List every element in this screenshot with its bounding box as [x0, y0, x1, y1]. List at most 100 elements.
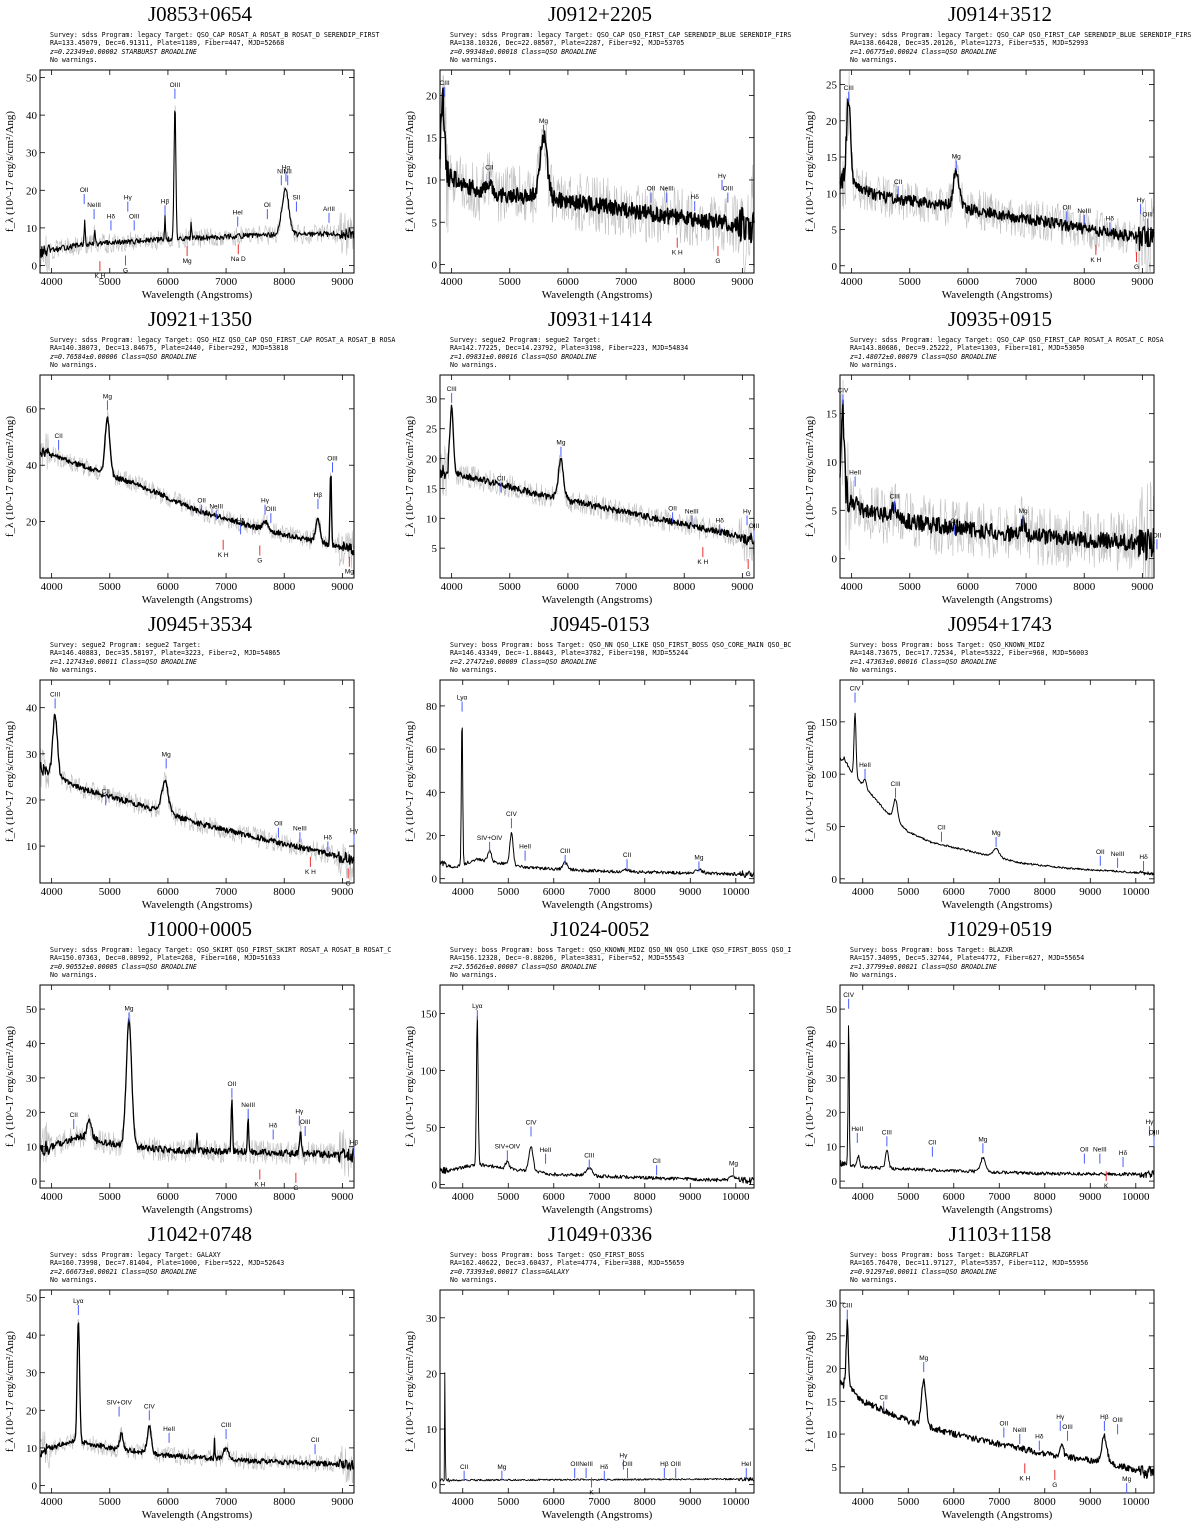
emission-line-marker: OII	[197, 498, 206, 515]
spectrum-panel: J0945+3534 Survey: segue2 Program: segue2…	[0, 610, 400, 915]
line-label: Hγ	[1056, 1414, 1065, 1421]
emission-line-marker: CII	[894, 179, 902, 196]
plot-frame	[39, 1289, 355, 1494]
spectrum-plot: 4000 5000 6000 7000 8000 9000 0 5 10 15 20 25 Wavele…	[804, 69, 1155, 301]
spectrum-panel: J0945-0153 Survey: boss Program: boss Tar…	[400, 610, 800, 915]
x-tick-label: 4000	[452, 1191, 475, 1203]
emission-line-marker: Hβ	[161, 198, 169, 216]
y-tick-label: 30	[426, 1313, 438, 1325]
x-tick-label: 10000	[722, 1191, 750, 1203]
emission-line-marker: Hδ	[107, 213, 115, 231]
x-axis-label: Wavelength (Angstroms)	[942, 594, 1053, 606]
absorption-line-marker: G	[715, 246, 720, 265]
spectrum-metadata: Survey: sdss Program: legacy Target: QSO…	[50, 946, 400, 979]
error-envelope	[839, 379, 1155, 578]
x-tick-label: 8000	[1034, 1191, 1057, 1203]
error-envelope	[39, 105, 355, 273]
emission-line-marker: Mg	[124, 1006, 134, 1023]
spectrum-panel: J0853+0654 Survey: sdss Program: legacy T…	[0, 0, 400, 305]
line-label: OIII	[266, 506, 277, 513]
spectrum-plot: 4000 5000 6000 7000 8000 9000 10000 0 10 20 30 Wave…	[404, 1289, 755, 1521]
x-tick-label: 7000	[988, 1191, 1011, 1203]
emission-line-marker: Mg	[694, 854, 704, 872]
line-label: G	[715, 258, 720, 265]
emission-line-marker: NeIII	[241, 1102, 255, 1119]
metadata-line: RA=162.40622, Dec=3.60437, Plate=4774, F…	[450, 1259, 685, 1268]
y-axis-label: f_λ (10^-17 erg/s/cm²/Ang)	[4, 1331, 16, 1452]
emission-line-marker: HeI	[233, 210, 243, 227]
absorption-line-marker: K H	[672, 237, 683, 257]
line-label: CIII	[440, 80, 450, 87]
emission-line-marker: Hγ	[124, 195, 133, 212]
metadata-line: No warnings.	[850, 360, 898, 369]
x-tick-label: 9000	[1079, 886, 1102, 898]
plot-frame	[39, 679, 355, 884]
metadata-line: RA=140.38073, Dec=13.84675, Plate=2440, …	[50, 344, 289, 353]
y-tick-label: 100	[821, 769, 838, 781]
line-label: G	[1134, 264, 1139, 271]
spectrum-metadata: Survey: boss Program: boss Target: QSO_K…	[450, 946, 800, 979]
x-tick-label: 6000	[543, 1191, 566, 1203]
metadata-line: z=1.12743±0.00011 Class=QSO BROADLINE	[50, 657, 197, 666]
spectrum-panel: J1103+1158 Survey: boss Program: boss Tar…	[800, 1220, 1200, 1525]
y-tick-label: 10	[26, 841, 38, 853]
y-tick-label: 20	[26, 1405, 38, 1417]
emission-line-marker: CII	[652, 1158, 661, 1176]
y-tick-label: 40	[26, 703, 38, 715]
x-axis-label: Wavelength (Angstroms)	[142, 899, 253, 911]
line-label: Hδ	[1139, 854, 1148, 861]
emission-line-marker: HeII	[519, 844, 531, 861]
y-tick-label: 0	[832, 1176, 838, 1188]
emission-line-marker: HeII	[163, 1426, 175, 1443]
line-label: NeIII	[1013, 1427, 1027, 1434]
line-label: NeIII	[241, 1102, 255, 1109]
absorption-line-marker: Mg	[345, 556, 354, 576]
emission-line-marker: CIII	[447, 386, 457, 403]
emission-line-marker: CII	[937, 825, 946, 842]
emission-line-marker: HeII	[851, 1126, 863, 1143]
metadata-line: z=1.47363±0.00016 Class=QSO BROADLINE	[850, 657, 997, 666]
x-tick-label: 7000	[215, 1191, 238, 1203]
line-label: HeII	[851, 1126, 863, 1133]
line-label: CIII	[890, 494, 900, 501]
metadata-line: No warnings.	[850, 665, 898, 674]
spectrum-line	[39, 1018, 355, 1163]
x-tick-label: 8000	[273, 1191, 296, 1203]
emission-line-marker: SIV+OIV	[477, 835, 503, 852]
line-label: Hγ	[261, 498, 270, 505]
line-label: K H	[218, 552, 229, 559]
spectrum-metadata: Survey: sdss Program: legacy Target: QSO…	[50, 31, 400, 64]
line-label: Hδ	[600, 1464, 609, 1471]
y-tick-label: 10	[826, 188, 838, 200]
y-tick-label: 20	[26, 1107, 38, 1119]
metadata-line: Survey: boss Program: boss Target: QSO_K…	[450, 946, 792, 954]
emission-line-marker: NeIII	[579, 1461, 593, 1478]
x-tick-label: 5000	[497, 886, 520, 898]
spectrum-plot: 4000 5000 6000 7000 8000 9000 10000 0 50 100 150 Wa…	[404, 984, 755, 1216]
spectrum-line	[439, 87, 755, 244]
x-tick-label: 7000	[1015, 581, 1038, 593]
metadata-line: No warnings.	[50, 1275, 98, 1284]
spectrum-metadata: Survey: segue2 Program: segue2 Target: RA…	[450, 336, 800, 369]
emission-line-marker: Hγ	[619, 1453, 628, 1470]
line-label: CII	[623, 852, 632, 859]
spectrum-line	[839, 399, 1155, 561]
y-tick-label: 0	[432, 1180, 438, 1192]
metadata-line: No warnings.	[450, 665, 498, 674]
absorption-line-marker: Na D	[231, 244, 246, 263]
y-tick-label: 20	[26, 517, 38, 529]
x-tick-label: 8000	[273, 886, 296, 898]
emission-line-marker: OII	[1096, 849, 1105, 866]
y-tick-label: 10	[426, 1424, 438, 1436]
y-tick-label: 50	[26, 1004, 38, 1016]
x-tick-label: 7000	[215, 1496, 238, 1508]
line-label: K	[589, 1489, 594, 1496]
error-envelope	[439, 75, 755, 273]
line-label: Hβ	[314, 492, 323, 499]
metadata-line: RA=156.12328, Dec=-0.88206, Plate=3831, …	[450, 954, 685, 963]
line-label: Hβ	[1100, 1414, 1109, 1421]
y-tick-label: 30	[826, 1073, 838, 1085]
x-axis-label: Wavelength (Angstroms)	[942, 1509, 1053, 1521]
emission-line-marker: HeII	[859, 762, 871, 779]
y-tick-label: 50	[426, 1123, 438, 1135]
